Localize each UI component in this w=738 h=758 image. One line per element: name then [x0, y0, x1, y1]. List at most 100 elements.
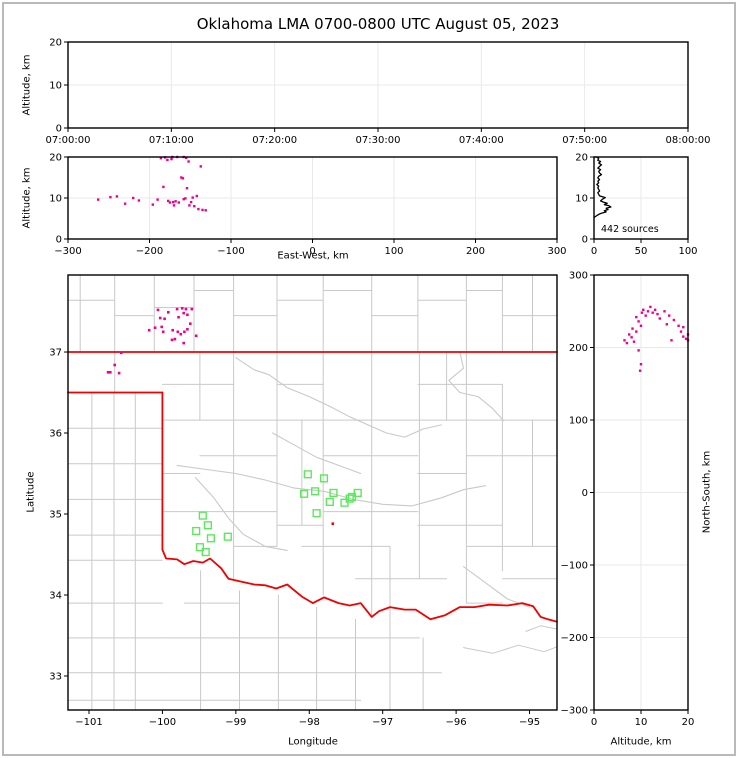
map-xlabel: Longitude [288, 736, 338, 748]
y-tick-label: 33 [49, 671, 62, 682]
lma-source-point [156, 198, 159, 201]
flash-square [195, 543, 205, 552]
river-line [462, 566, 531, 608]
lma-source-point [177, 201, 180, 204]
y-tick-label: 20 [49, 153, 62, 164]
x-tick-label: 0 [309, 246, 315, 257]
lma-source-point [638, 369, 642, 372]
y-tick-label: 300 [569, 271, 588, 282]
y-tick-label: 0 [56, 124, 62, 135]
lma-source-point [174, 200, 177, 203]
x-tick-label: −96 [446, 717, 467, 728]
flash-square [303, 470, 312, 479]
x-tick-label: 07:20:00 [252, 135, 297, 146]
lma-source-point [656, 312, 659, 316]
x-tick-label: −300 [54, 246, 81, 257]
lma-source-point [670, 339, 673, 342]
x-tick-label: 08:00:00 [666, 135, 711, 146]
lma-source-point [640, 311, 644, 314]
river-line [194, 477, 288, 551]
lma-source-point [180, 176, 183, 179]
lma-source-point [189, 200, 193, 204]
altitude-histogram-line [593, 156, 612, 219]
lma-source-point [632, 340, 636, 343]
flash-square [192, 526, 201, 536]
lma-source-point [151, 203, 154, 206]
lma-source-point [191, 196, 194, 199]
ew-panel-ylabel: Altitude, km [21, 167, 33, 229]
lma-source-point [197, 207, 200, 211]
lma-source-point [158, 316, 162, 320]
lma-source-point [161, 330, 165, 334]
y-tick-label: 200 [569, 343, 588, 354]
x-tick-label: 07:10:00 [149, 135, 194, 146]
lma-source-point [187, 160, 190, 163]
lma-source-point [201, 208, 204, 212]
lma-source-point [646, 310, 650, 313]
lma-source-point [153, 326, 157, 329]
lma-source-point [679, 330, 683, 333]
lma-source-point [194, 334, 198, 338]
x-tick-label: 07:30:00 [356, 135, 401, 146]
lma-source-point [156, 308, 160, 312]
red-dot [331, 522, 335, 525]
river-line [448, 351, 505, 422]
lma-source-point [631, 327, 634, 330]
lma-source-point [113, 363, 116, 367]
x-tick-label: −95 [519, 717, 540, 728]
lma-source-point [189, 322, 192, 325]
river-line [272, 432, 362, 475]
x-tick-label: 100 [678, 246, 697, 257]
lma-source-point [682, 326, 685, 329]
lma-source-point [186, 328, 189, 331]
lma-source-point [637, 349, 640, 352]
county-line [463, 644, 558, 654]
y-tick-label: 20 [49, 38, 62, 49]
lma-source-point [170, 338, 174, 342]
x-tick-label: −100 [217, 246, 244, 257]
lma-source-point [668, 314, 671, 317]
x-tick-label: 100 [384, 246, 403, 257]
lma-source-point [162, 185, 165, 189]
lma-source-point [193, 205, 196, 208]
x-tick-label: 07:00:00 [46, 135, 91, 146]
y-tick-label: 34 [49, 590, 62, 601]
ew-height-panel: −300 −200 −100 0 100 200 300 0 10 20 [49, 153, 566, 258]
lma-source-point [188, 204, 191, 207]
lma-source-point [147, 328, 151, 332]
lma-source-point [682, 335, 685, 338]
lma-source-point [109, 371, 112, 374]
lma-source-point [176, 330, 180, 334]
x-tick-label: −97 [372, 717, 393, 728]
y-tick-label: 37 [49, 348, 62, 359]
lma-source-point [120, 351, 123, 355]
y-tick-label: 20 [575, 153, 588, 164]
x-tick-label: 07:40:00 [459, 135, 504, 146]
lma-source-point [172, 204, 176, 207]
lma-source-point [109, 196, 112, 199]
axes-spine [67, 274, 558, 711]
flash-square [300, 489, 309, 498]
x-tick-label: 200 [466, 246, 485, 257]
page-title: Oklahoma LMA 0700-0800 UTC August 05, 20… [196, 15, 560, 33]
lma-source-point [106, 371, 110, 374]
x-tick-label: 300 [547, 246, 566, 257]
flash-square [329, 488, 338, 498]
lma-source-point [123, 202, 127, 205]
lma-source-point [639, 363, 643, 366]
lma-source-point [170, 157, 173, 161]
flash-square [223, 532, 232, 541]
lma-source-point [115, 195, 119, 198]
lma-source-point [204, 209, 207, 212]
lma-source-point [160, 325, 163, 329]
lma-source-point [185, 187, 189, 190]
lma-source-point [163, 317, 166, 321]
lma-source-point [635, 315, 638, 319]
x-tick-label: 07:50:00 [562, 135, 607, 146]
y-tick-label: 0 [582, 235, 588, 246]
flash-square [347, 492, 357, 502]
lma-source-point [653, 308, 657, 311]
x-tick-label: −100 [149, 717, 176, 728]
map-ylabel: Latitude [25, 471, 37, 513]
y-tick-label: −100 [561, 561, 588, 572]
